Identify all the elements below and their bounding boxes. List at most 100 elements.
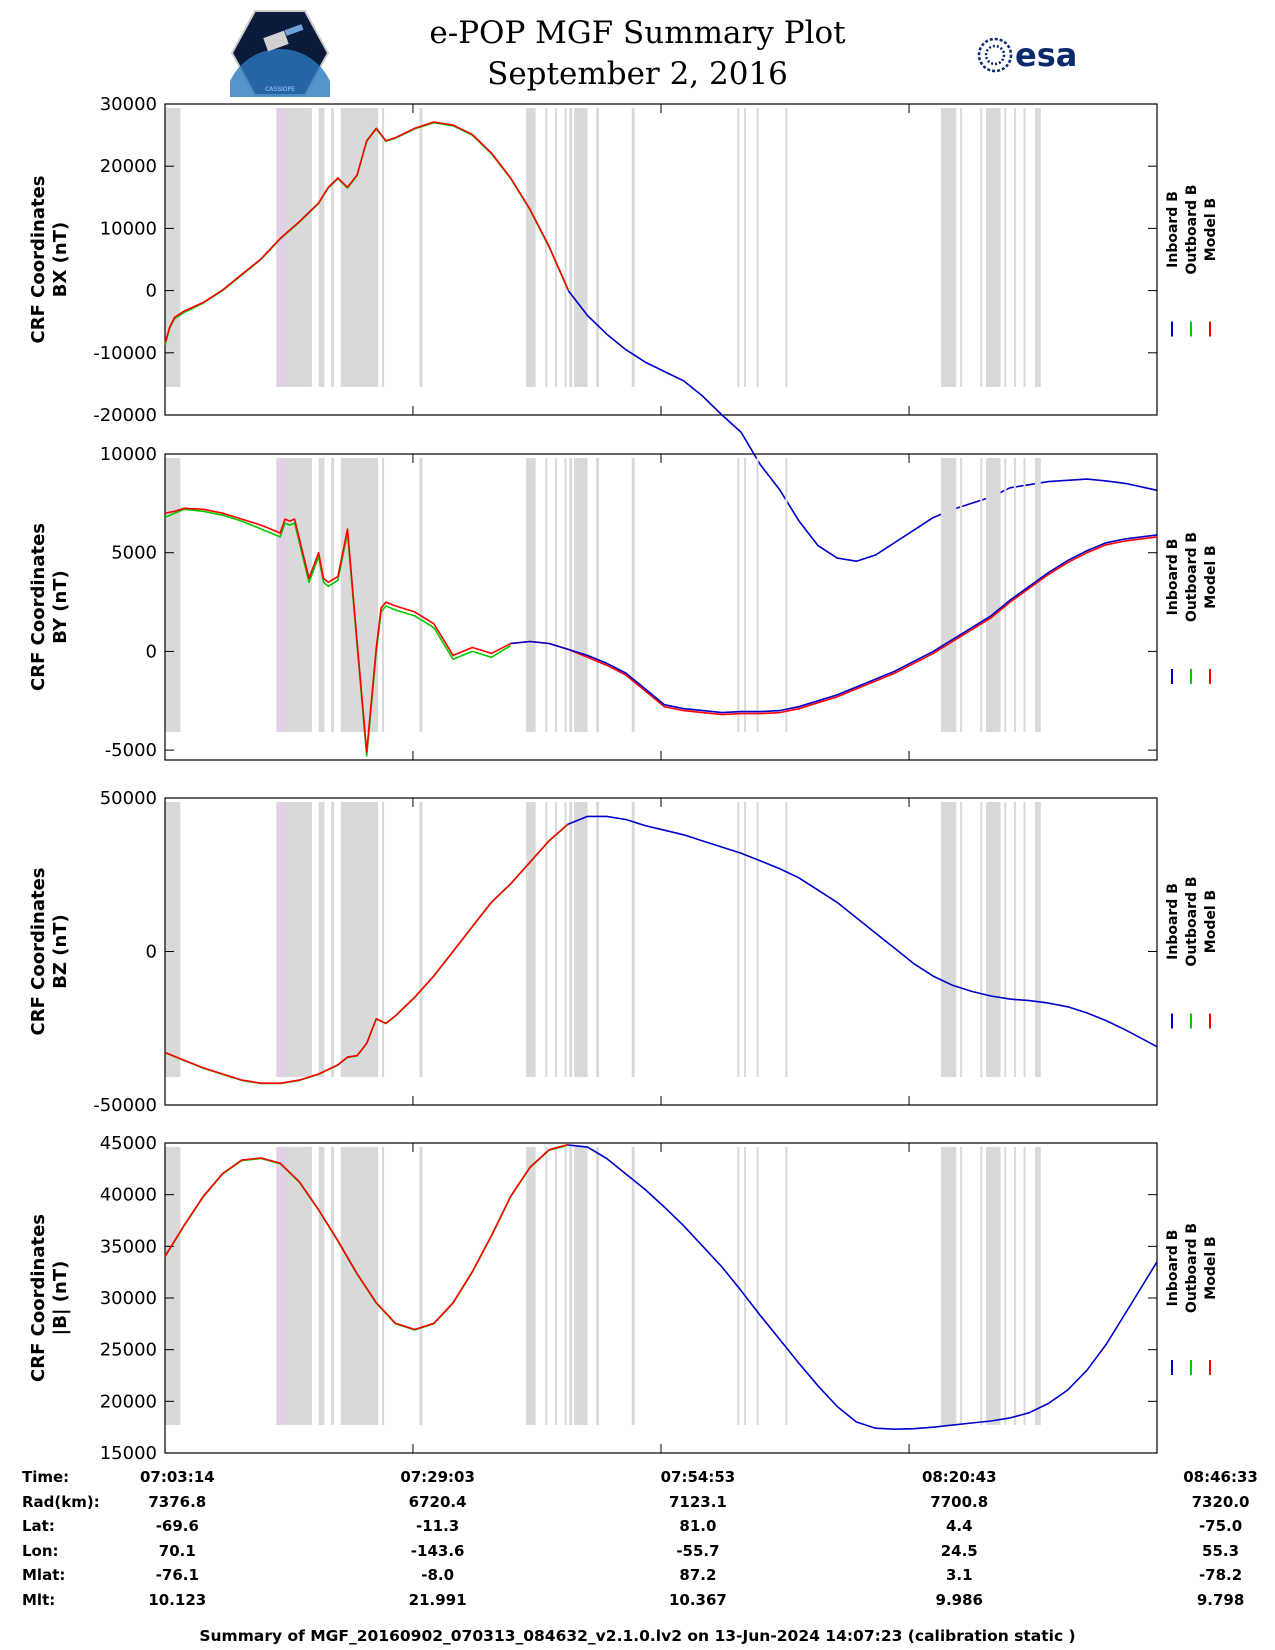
data-gap-band xyxy=(569,802,573,1077)
mode-band xyxy=(276,1147,286,1425)
data-gap-band xyxy=(596,802,600,1077)
data-gap-band xyxy=(980,1147,983,1425)
data-gap-band xyxy=(785,802,788,1077)
data-gap-band xyxy=(331,458,335,732)
info-row-label: Mlt: xyxy=(22,1590,56,1609)
y-tick-label: 10000 xyxy=(100,218,157,239)
legend-label-outboard: Outboard B xyxy=(1184,184,1200,274)
mode-band xyxy=(276,802,286,1077)
panel-bz: 50000 0 -50000 CRF CoordinatesBZ (nT) Inboar… xyxy=(28,788,1219,1116)
info-value: -11.3 xyxy=(416,1517,460,1535)
data-gap-band xyxy=(1013,1147,1016,1425)
data-gap-band xyxy=(574,802,588,1077)
series-line-model xyxy=(164,121,570,344)
y-tick-label: 20000 xyxy=(100,156,157,177)
data-gap-band xyxy=(554,108,557,387)
data-gap-band xyxy=(980,802,983,1077)
data-gap-band xyxy=(545,1147,548,1425)
data-gap-band xyxy=(165,1147,181,1425)
y-axis-label-line2: BX (nT) xyxy=(50,222,71,297)
data-gap-band xyxy=(596,108,600,387)
info-row-label: Lat: xyxy=(22,1517,55,1535)
data-gap-band xyxy=(165,802,181,1077)
data-gap-band xyxy=(744,802,747,1077)
data-gap-band xyxy=(1023,108,1026,387)
legend-label-outboard: Outboard B xyxy=(1184,1223,1200,1313)
data-gap-band xyxy=(569,458,573,732)
info-value: -75.0 xyxy=(1198,1517,1243,1535)
y-axis-label-line2: |B| (nT) xyxy=(50,1261,71,1336)
series-line-inboard xyxy=(568,815,1158,1048)
y-tick-label: 35000 xyxy=(100,1236,157,1257)
y-tick-label: 40000 xyxy=(100,1185,157,1206)
info-value: 07:29:03 xyxy=(400,1468,475,1486)
data-gap-band xyxy=(574,108,588,387)
series-line-inboard xyxy=(568,1144,1158,1430)
data-gap-band xyxy=(545,458,548,732)
data-gap-band xyxy=(1023,1147,1026,1425)
data-gap-band xyxy=(419,1147,423,1425)
data-gap-band xyxy=(382,458,385,732)
series-line-model xyxy=(164,507,1158,753)
data-gap-band xyxy=(756,108,759,387)
y-tick-label: -50000 xyxy=(93,1095,157,1116)
info-row: Lat: -69.6 -11.3 81.0 4.4 -75.0 xyxy=(22,1514,1258,1539)
y-axis-label: CRF Coordinates|B| (nT) xyxy=(28,1214,71,1382)
y-tick-label: 15000 xyxy=(100,1443,157,1460)
y-tick-label: 0 xyxy=(146,281,157,302)
data-gap-band xyxy=(756,802,759,1077)
info-value: 81.0 xyxy=(679,1517,717,1535)
data-gap-band xyxy=(1023,458,1026,732)
info-row-label: Lon: xyxy=(22,1541,59,1560)
data-gap-band xyxy=(596,1147,600,1425)
data-gap-band xyxy=(526,108,536,387)
y-tick-label: 50000 xyxy=(100,788,157,809)
data-gap-band xyxy=(340,802,379,1077)
data-gap-band xyxy=(744,108,747,387)
mgf-summary-chart: 30000 20000 10000 0 -10000 -20000 CRF Coordina… xyxy=(28,94,1219,1460)
data-gap-band xyxy=(564,1147,567,1425)
data-gap-band xyxy=(986,458,1001,732)
legend-label-inboard: Inboard B xyxy=(1165,1230,1181,1307)
data-gap-band xyxy=(980,458,983,732)
info-value: 21.991 xyxy=(408,1590,467,1609)
data-gap-band xyxy=(986,1147,1001,1425)
data-gap-band xyxy=(785,458,788,732)
data-gap-band xyxy=(554,802,557,1077)
data-gap-band xyxy=(1035,1147,1041,1425)
info-value: 3.1 xyxy=(945,1566,973,1584)
plot-frame xyxy=(164,103,1158,416)
info-value: -69.6 xyxy=(155,1517,199,1535)
y-tick-label: 25000 xyxy=(100,1340,157,1361)
data-gap-band xyxy=(545,108,548,387)
data-gap-band xyxy=(960,1147,963,1425)
info-value: -55.7 xyxy=(676,1541,720,1560)
legend-label-model: Model B xyxy=(1203,198,1219,261)
cassiope-logo-text: CASSIOPE xyxy=(265,86,295,93)
plot-frame xyxy=(164,797,1158,1106)
legend-label-outboard: Outboard B xyxy=(1184,876,1200,966)
data-gap-band xyxy=(419,108,423,387)
legend-label-inboard: Inboard B xyxy=(1165,539,1181,616)
info-value: 7123.1 xyxy=(668,1492,727,1511)
plot-date: September 2, 2016 xyxy=(487,56,788,92)
orbit-info-table: Time: 07:03:14 07:29:03 07:54:53 08:20:43 08:… xyxy=(22,1465,1258,1612)
y-tick-label: 5000 xyxy=(111,543,157,564)
info-row: Time: 07:03:14 07:29:03 07:54:53 08:20:43 08:… xyxy=(22,1465,1258,1490)
plot-frame xyxy=(164,453,1158,761)
footer-summary: Summary of MGF_20160902_070313_084632_v2… xyxy=(199,1627,1076,1645)
info-row-label: Mlat: xyxy=(22,1566,66,1584)
y-axis-label-line1: CRF Coordinates xyxy=(28,176,49,344)
info-value: 6720.4 xyxy=(408,1492,467,1511)
data-gap-band xyxy=(940,1147,957,1425)
data-gap-band xyxy=(526,802,536,1077)
legend-label-model: Model B xyxy=(1203,545,1219,608)
data-gap-band xyxy=(631,108,635,387)
data-gap-band xyxy=(1004,108,1007,387)
y-tick-label: 45000 xyxy=(100,1133,157,1154)
esa-logo-text: esa xyxy=(1015,36,1077,74)
data-gap-band xyxy=(554,1147,557,1425)
data-gap-band xyxy=(554,458,557,732)
info-value: 70.1 xyxy=(158,1541,196,1560)
series-line-inboard xyxy=(567,290,1158,563)
